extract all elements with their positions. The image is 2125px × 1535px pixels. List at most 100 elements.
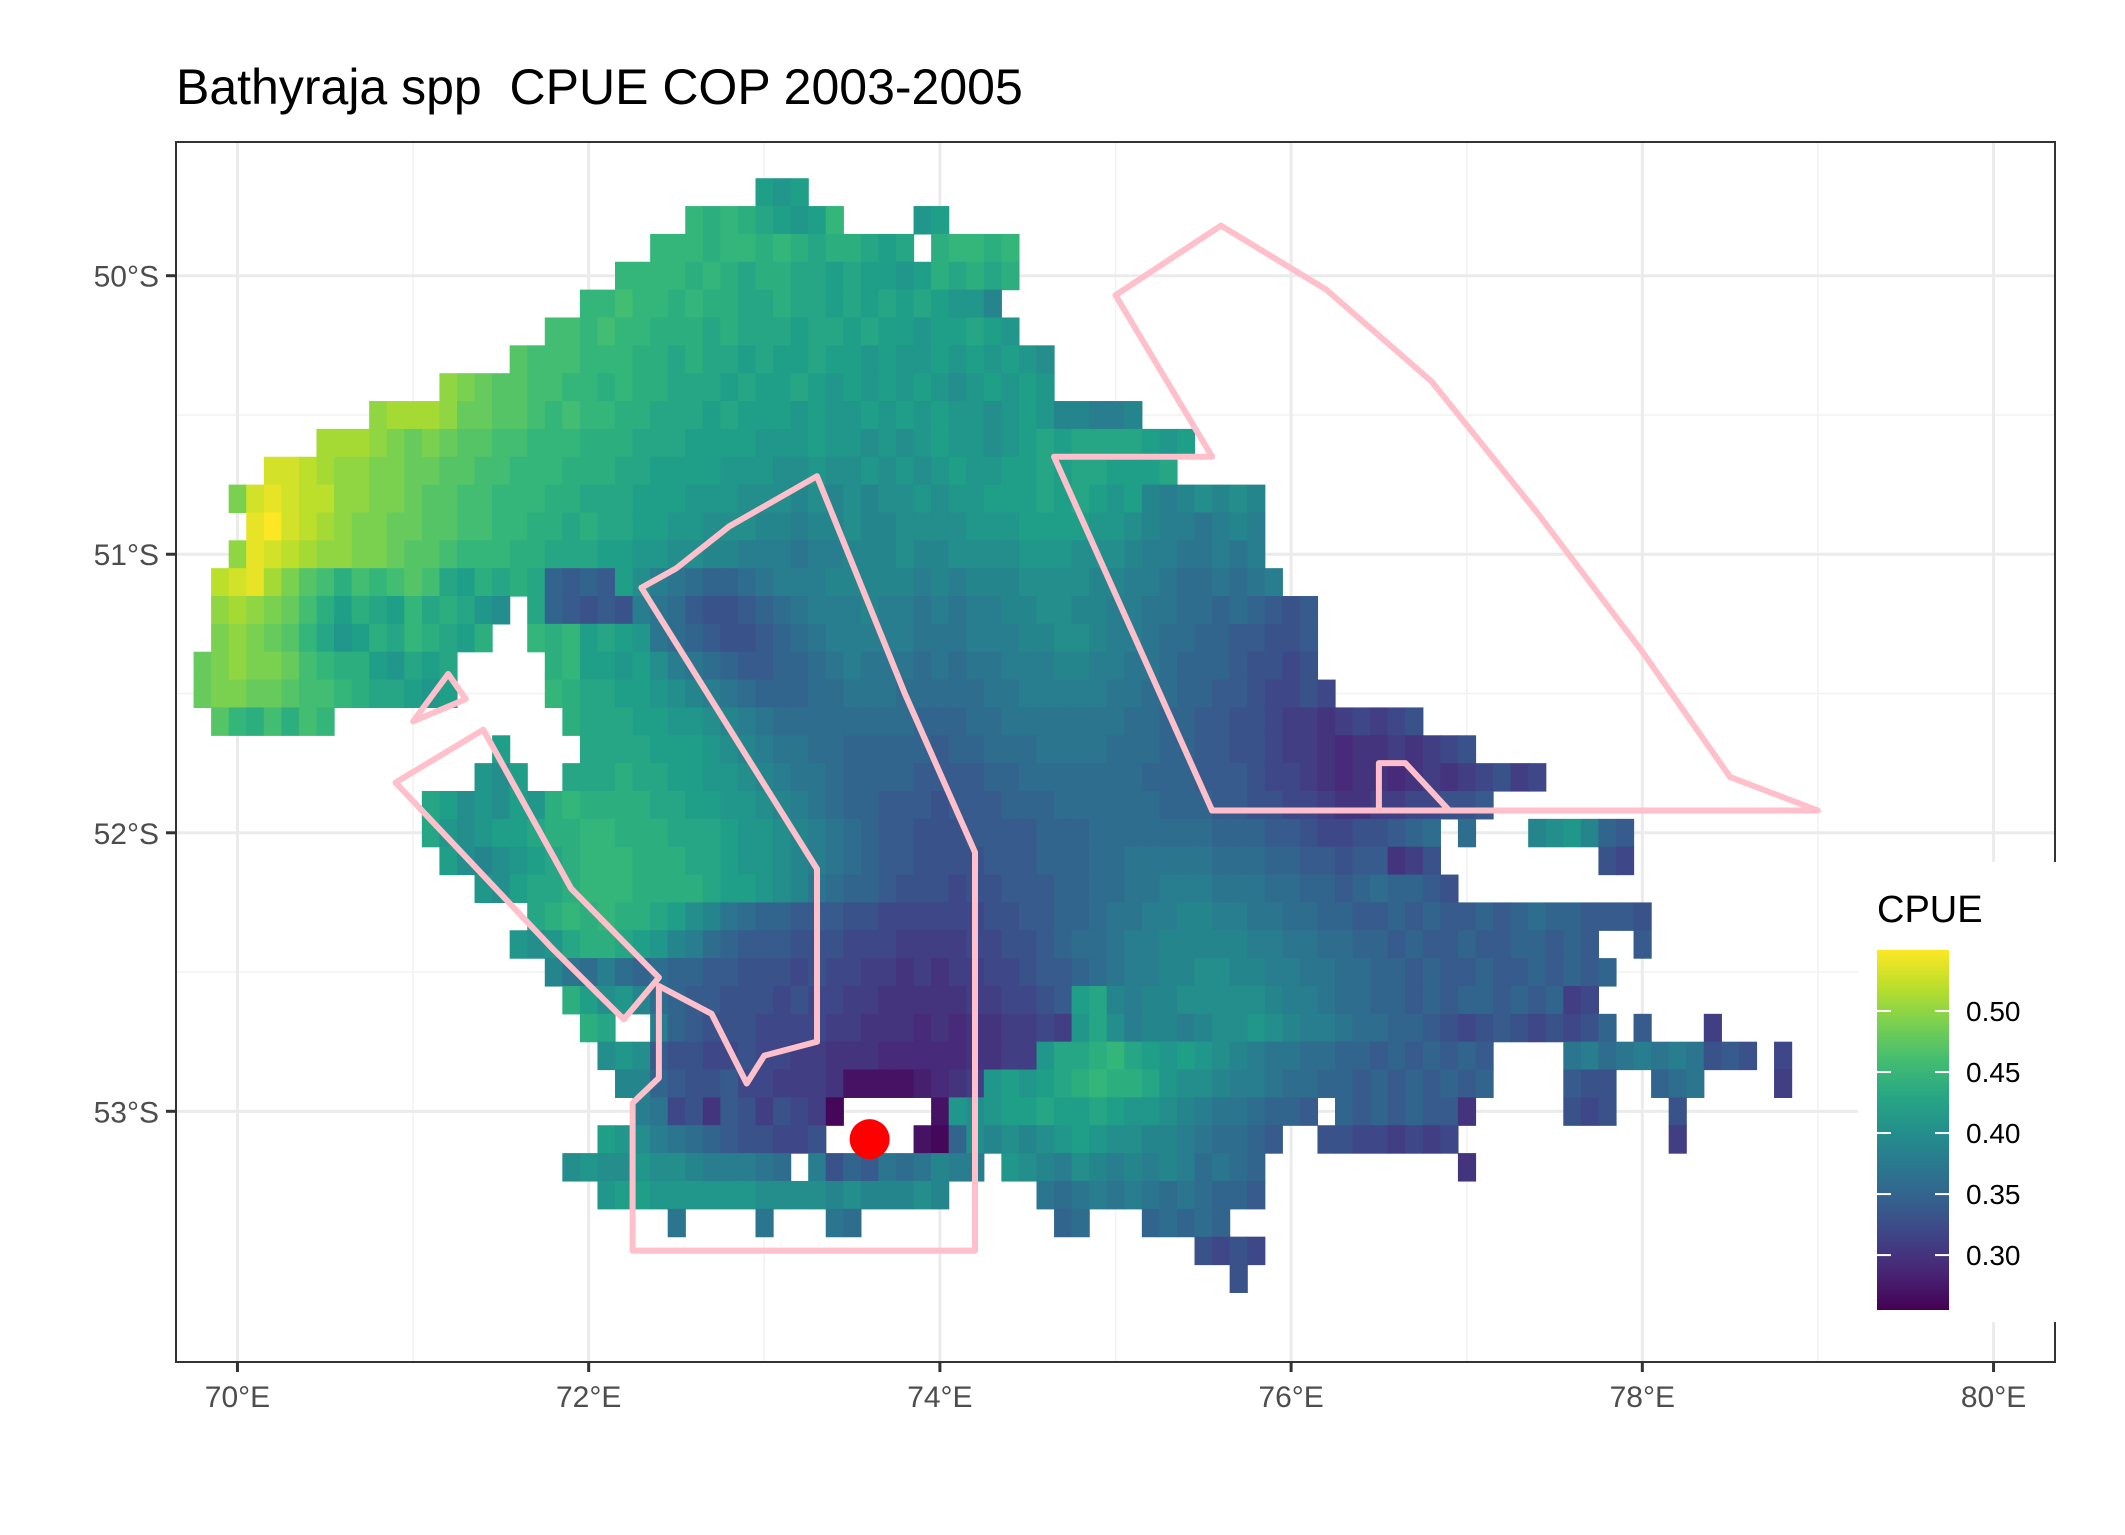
cpue-cell bbox=[1001, 428, 1020, 458]
cpue-cell bbox=[1493, 958, 1512, 987]
cpue-cell bbox=[1247, 623, 1266, 653]
cpue-cell bbox=[456, 484, 476, 514]
cpue-cell bbox=[1212, 707, 1231, 736]
cpue-cell bbox=[1089, 818, 1108, 848]
cpue-cell bbox=[1141, 818, 1160, 848]
cpue-cell bbox=[667, 596, 686, 625]
cpue-cell bbox=[1159, 874, 1178, 904]
x-tick-label: 76°E bbox=[1258, 1381, 1323, 1414]
cpue-cell bbox=[720, 985, 739, 1015]
cpue-cell bbox=[1405, 818, 1424, 848]
cpue-cell bbox=[1440, 902, 1459, 931]
cpue-cell bbox=[1071, 707, 1090, 736]
cpue-cell bbox=[1194, 874, 1213, 904]
cpue-cell bbox=[1387, 958, 1406, 987]
cpue-cell bbox=[931, 512, 950, 541]
cpue-cell bbox=[667, 1069, 686, 1098]
cpue-cell bbox=[790, 1180, 809, 1210]
cpue-cell bbox=[1071, 651, 1090, 681]
cpue-cell bbox=[931, 1180, 950, 1210]
cpue-cell bbox=[562, 568, 581, 597]
cpue-cell bbox=[544, 345, 563, 374]
cpue-cell bbox=[562, 763, 581, 792]
cpue-cell bbox=[298, 679, 318, 709]
cpue-cell bbox=[966, 401, 985, 430]
cpue-cell bbox=[702, 763, 721, 792]
cpue-cell bbox=[298, 651, 318, 681]
cpue-cell bbox=[386, 568, 405, 597]
cpue-cell bbox=[1194, 651, 1213, 681]
cpue-cell bbox=[1054, 958, 1073, 987]
cpue-cell bbox=[615, 651, 634, 681]
cpue-cell bbox=[1054, 735, 1073, 764]
cpue-cell bbox=[1457, 1097, 1477, 1126]
cpue-cell bbox=[439, 679, 458, 709]
cpue-cell bbox=[316, 456, 335, 486]
cpue-cell bbox=[948, 735, 967, 764]
cpue-cell bbox=[1089, 651, 1108, 681]
cpue-cell bbox=[667, 791, 686, 820]
cpue-cell bbox=[685, 651, 704, 681]
cpue-cell bbox=[1141, 1069, 1160, 1098]
cpue-cell bbox=[1089, 930, 1108, 959]
cpue-cell bbox=[773, 679, 792, 709]
cpue-cell bbox=[1247, 540, 1266, 569]
x-tick-label: 78°E bbox=[1610, 1381, 1675, 1414]
cpue-cell bbox=[1352, 1125, 1371, 1154]
cpue-cell bbox=[685, 818, 704, 848]
cpue-cell bbox=[1089, 763, 1108, 792]
cpue-cell bbox=[527, 818, 546, 848]
cpue-cell bbox=[913, 456, 932, 486]
cpue-cell bbox=[509, 540, 528, 569]
cpue-cell bbox=[544, 456, 563, 486]
cpue-cell bbox=[773, 735, 792, 764]
cpue-cell bbox=[1176, 1208, 1196, 1238]
cpue-cell bbox=[913, 596, 932, 625]
cpue-cell bbox=[790, 623, 809, 653]
cpue-cell bbox=[667, 1125, 686, 1154]
cpue-cell bbox=[755, 1125, 774, 1154]
cpue-cell bbox=[474, 540, 493, 569]
cpue-cell bbox=[562, 707, 581, 736]
cpue-cell bbox=[843, 596, 862, 625]
cpue-cell bbox=[895, 1069, 915, 1098]
cpue-cell bbox=[632, 540, 651, 569]
cpue-cell bbox=[1071, 818, 1090, 848]
cpue-cell bbox=[667, 1153, 686, 1182]
cpue-cell bbox=[825, 623, 844, 653]
cpue-cell bbox=[685, 289, 704, 319]
cpue-cell bbox=[1124, 1069, 1143, 1098]
cpue-cell bbox=[860, 791, 880, 820]
cpue-cell bbox=[1018, 930, 1038, 959]
cpue-cell bbox=[983, 930, 1002, 959]
cpue-cell bbox=[685, 568, 704, 597]
cpue-cell bbox=[966, 651, 985, 681]
area-boundary bbox=[1051, 222, 1821, 814]
cpue-cell bbox=[1212, 651, 1231, 681]
cpue-cell bbox=[948, 1153, 967, 1182]
cpue-cell bbox=[895, 874, 915, 904]
cpue-cell bbox=[1598, 1041, 1617, 1071]
cpue-cell bbox=[825, 1041, 844, 1071]
cpue-cell bbox=[1176, 1041, 1196, 1071]
cpue-cell bbox=[1141, 1097, 1160, 1126]
cpue-cell bbox=[544, 484, 563, 514]
cpue-cell bbox=[843, 401, 862, 430]
cpue-cell bbox=[966, 707, 985, 736]
cpue-cell bbox=[1264, 679, 1283, 709]
cpue-cell bbox=[860, 233, 880, 263]
cpue-cell bbox=[597, 1180, 616, 1210]
cpue-cell bbox=[404, 428, 423, 458]
cpue-cell bbox=[650, 846, 669, 876]
cpue-cell bbox=[685, 930, 704, 959]
cpue-cell bbox=[1510, 958, 1529, 987]
cpue-cell bbox=[1018, 623, 1038, 653]
cpue-cell bbox=[492, 456, 511, 486]
cpue-cell bbox=[1054, 902, 1073, 931]
cpue-cell bbox=[667, 373, 686, 402]
cpue-cell bbox=[860, 846, 880, 876]
cpue-cell bbox=[632, 484, 651, 514]
cpue-cell bbox=[1651, 1041, 1670, 1071]
cpue-cell bbox=[790, 428, 809, 458]
cpue-cell bbox=[1598, 958, 1617, 987]
